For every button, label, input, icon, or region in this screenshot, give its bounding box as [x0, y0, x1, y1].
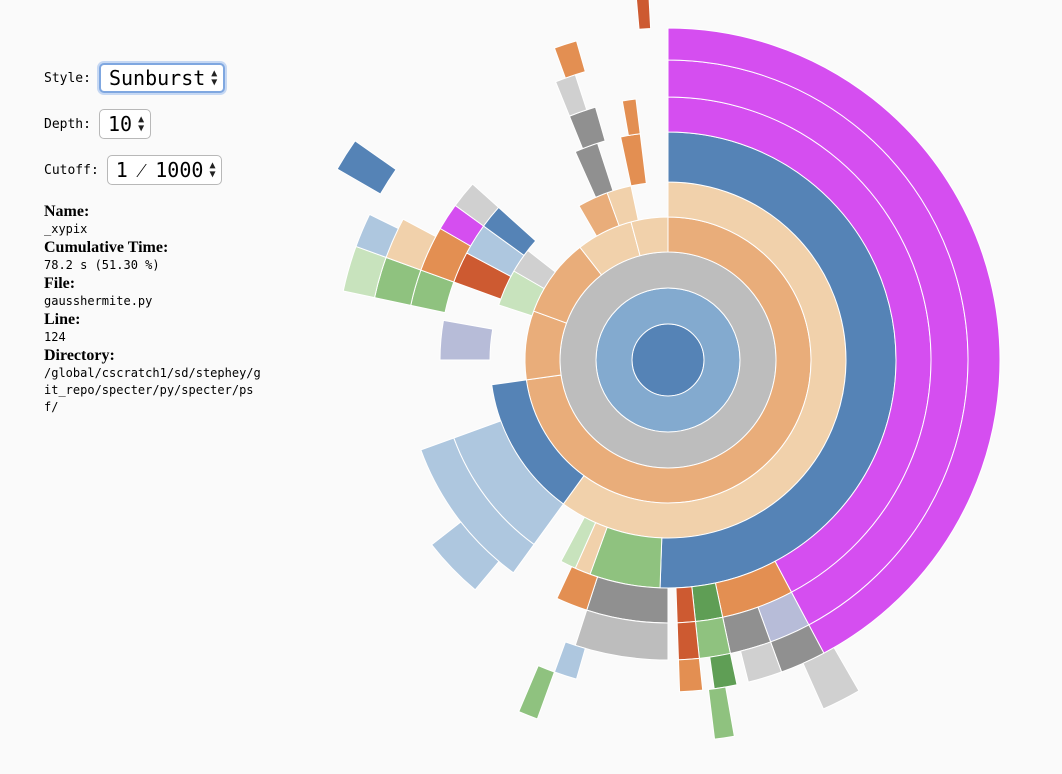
line-label: Line:: [44, 311, 81, 328]
sunburst-segment-d4-13[interactable]: [606, 185, 639, 227]
directory-value: /global/cscratch1/sd/stephey/git_repo/sp…: [44, 366, 261, 414]
select-arrows-icon: ▲ ▼: [138, 114, 145, 134]
select-arrows-icon: ▲ ▼: [211, 68, 218, 88]
info-panel: Name: _xypix Cumulative Time: 78.2 s (51…: [44, 202, 264, 416]
sunburst-segment-d9-58[interactable]: [707, 686, 735, 740]
sunburst-segment-d8-56[interactable]: [553, 40, 586, 79]
depth-label: Depth:: [44, 116, 91, 132]
file-value: gausshermite.py: [44, 294, 153, 308]
sunburst-rings[interactable]: [336, 0, 1001, 740]
style-select-value: Sunburst: [108, 66, 206, 90]
sunburst-segment-d8-55[interactable]: [355, 213, 400, 259]
cutoff-select-value: 1 ⁄ 1000: [115, 157, 204, 182]
directory-label: Directory:: [44, 347, 115, 364]
cutoff-select[interactable]: 1 ⁄ 1000 ▲ ▼: [106, 155, 223, 185]
cumulative-time-value: 78.2 s (51.30 %): [44, 258, 160, 272]
name-value: _xypix: [44, 222, 88, 236]
sunburst-segment-d9-59[interactable]: [518, 664, 556, 720]
style-label: Style:: [44, 70, 91, 86]
sunburst-segment-d6-37[interactable]: [621, 98, 641, 137]
sunburst-segment-d8-50[interactable]: [739, 641, 783, 683]
sunburst-segment-d5-19[interactable]: [439, 319, 494, 361]
depth-select[interactable]: 10 ▲ ▼: [98, 109, 152, 139]
cutoff-label: Cutoff:: [44, 162, 99, 178]
sunburst-segment-d9-57[interactable]: [802, 646, 860, 710]
line-value: 124: [44, 330, 66, 344]
controls-panel: Style: Sunburst ▲ ▼ Depth: 10 ▲ ▼ Cutoff: …: [44, 62, 264, 200]
name-label: Name:: [44, 203, 90, 220]
style-control: Style: Sunburst ▲ ▼: [44, 62, 264, 94]
depth-select-value: 10: [107, 112, 133, 136]
sunburst-segment-d5-23[interactable]: [574, 142, 614, 199]
sunburst-segment-d3-7[interactable]: [630, 216, 669, 257]
cutoff-control: Cutoff: 1 ⁄ 1000 ▲ ▼: [44, 154, 264, 186]
style-select[interactable]: Sunburst ▲ ▼: [98, 63, 226, 93]
sunburst-segment-d8-52[interactable]: [677, 657, 704, 693]
file-label: File:: [44, 275, 76, 292]
select-arrows-icon: ▲ ▼: [209, 160, 216, 180]
cumulative-time-label: Cumulative Time:: [44, 239, 169, 256]
depth-control: Depth: 10 ▲ ▼: [44, 108, 264, 140]
sunburst-segment-d9-60[interactable]: [336, 140, 397, 195]
sunburst-segment-d7-43[interactable]: [574, 609, 669, 661]
sunburst-segment-d9-61[interactable]: [635, 0, 652, 30]
sunburst-segment-d5-24[interactable]: [620, 133, 647, 187]
sunburst-segment-d6-35[interactable]: [454, 183, 500, 227]
sunburst-segment-d6-30[interactable]: [556, 565, 599, 611]
sunburst-segment-d7-44[interactable]: [430, 521, 500, 591]
sunburst-segment-d6-28[interactable]: [675, 586, 697, 624]
sunburst-segment-d8-53[interactable]: [553, 641, 586, 680]
sunburst-segment-d7-47[interactable]: [554, 74, 588, 117]
sunburst-segment-d5-17[interactable]: [560, 516, 597, 569]
sunburst-segment-d7-42[interactable]: [676, 621, 700, 661]
sunburst-segment-d3-4[interactable]: [524, 310, 568, 381]
sunburst-segment-d8-51[interactable]: [709, 652, 738, 690]
